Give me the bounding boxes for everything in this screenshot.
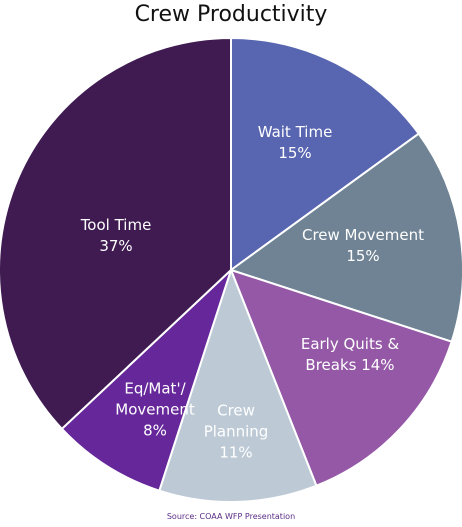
slice-label-0-line-1: 15% <box>278 144 311 162</box>
slice-label-3-line-2: 11% <box>219 444 252 462</box>
slice-label-2-line-1: Breaks 14% <box>305 356 394 374</box>
pie-slice-0 <box>230 36 421 272</box>
slice-label-5-line-1: 37% <box>99 237 132 255</box>
slice-label-5-line-0: Tool Time <box>80 216 152 234</box>
slice-label-4-line-1: Movement <box>115 401 195 419</box>
slice-label-4-line-2: 8% <box>143 422 167 440</box>
source-note: Source: COAA WFP Presentation <box>166 512 296 521</box>
slice-label-3-line-1: Planning <box>204 423 269 441</box>
slice-label-4-line-0: Eq/Mat'/ <box>124 380 186 398</box>
slice-label-2-line-0: Early Quits & <box>301 335 400 353</box>
slice-label-1-line-0: Crew Movement <box>302 226 424 244</box>
slice-label-0-line-0: Wait Time <box>258 123 333 141</box>
pie-slice-4 <box>60 269 232 492</box>
pie-slice-2 <box>229 268 453 488</box>
pie-slice-5 <box>0 36 232 431</box>
pie-slice-3 <box>158 267 318 503</box>
slice-label-1-line-1: 15% <box>346 247 379 265</box>
chart-title: Crew Productivity <box>134 2 328 27</box>
pie-slice-1 <box>228 132 462 343</box>
slice-label-3-line-0: Crew <box>217 402 255 420</box>
